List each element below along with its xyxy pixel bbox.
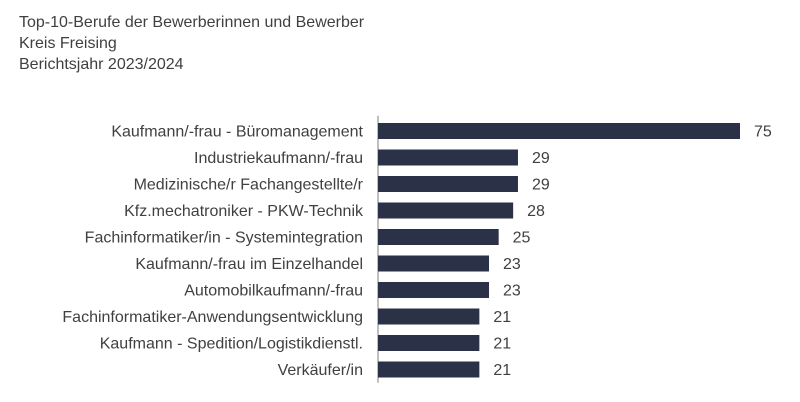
value-label: 21 [493,336,511,353]
value-label: 29 [532,150,550,167]
bar [378,308,480,325]
category-label: Fachinformatiker/in - Systemintegration [85,230,363,247]
chart-title-block: Top-10-Berufe der Bewerberinnen und Bewe… [19,12,364,75]
category-label: Kfz.mechatroniker - PKW-Technik [124,203,364,220]
bar [378,361,480,378]
value-label: 28 [527,203,545,220]
bar [378,335,480,351]
bar [378,149,518,166]
value-label: 25 [513,230,531,247]
value-label: 23 [503,283,521,300]
category-label: Medizinische/r Fachangestellte/r [134,177,364,194]
category-label: Verkäufer/in [278,362,363,379]
value-label: 23 [503,256,521,273]
chart-title: Top-10-Berufe der Bewerberinnen und Bewe… [19,14,365,31]
category-label: Automobilkaufmann/-frau [184,283,363,300]
chart-period: Berichtsjahr 2023/2024 [19,56,184,73]
chart-region: Kreis Freising [19,35,117,52]
value-label: 21 [493,362,511,379]
category-label: Kaufmann - Spedition/Logistikdienstl. [100,336,363,353]
value-label: 21 [493,309,511,326]
bar [378,123,740,139]
bar [378,229,499,245]
bar [378,176,518,192]
category-label: Industriekaufmann/-frau [194,150,363,167]
category-label: Fachinformatiker-Anwendungsentwicklung [62,309,363,326]
bar [378,202,514,219]
category-label: Kaufmann/-frau im Einzelhandel [135,256,363,273]
value-label: 29 [532,177,550,194]
category-label: Kaufmann/-frau - Büromanagement [111,124,363,141]
bar [378,255,490,272]
value-label: 75 [754,124,772,141]
bar [378,282,490,298]
